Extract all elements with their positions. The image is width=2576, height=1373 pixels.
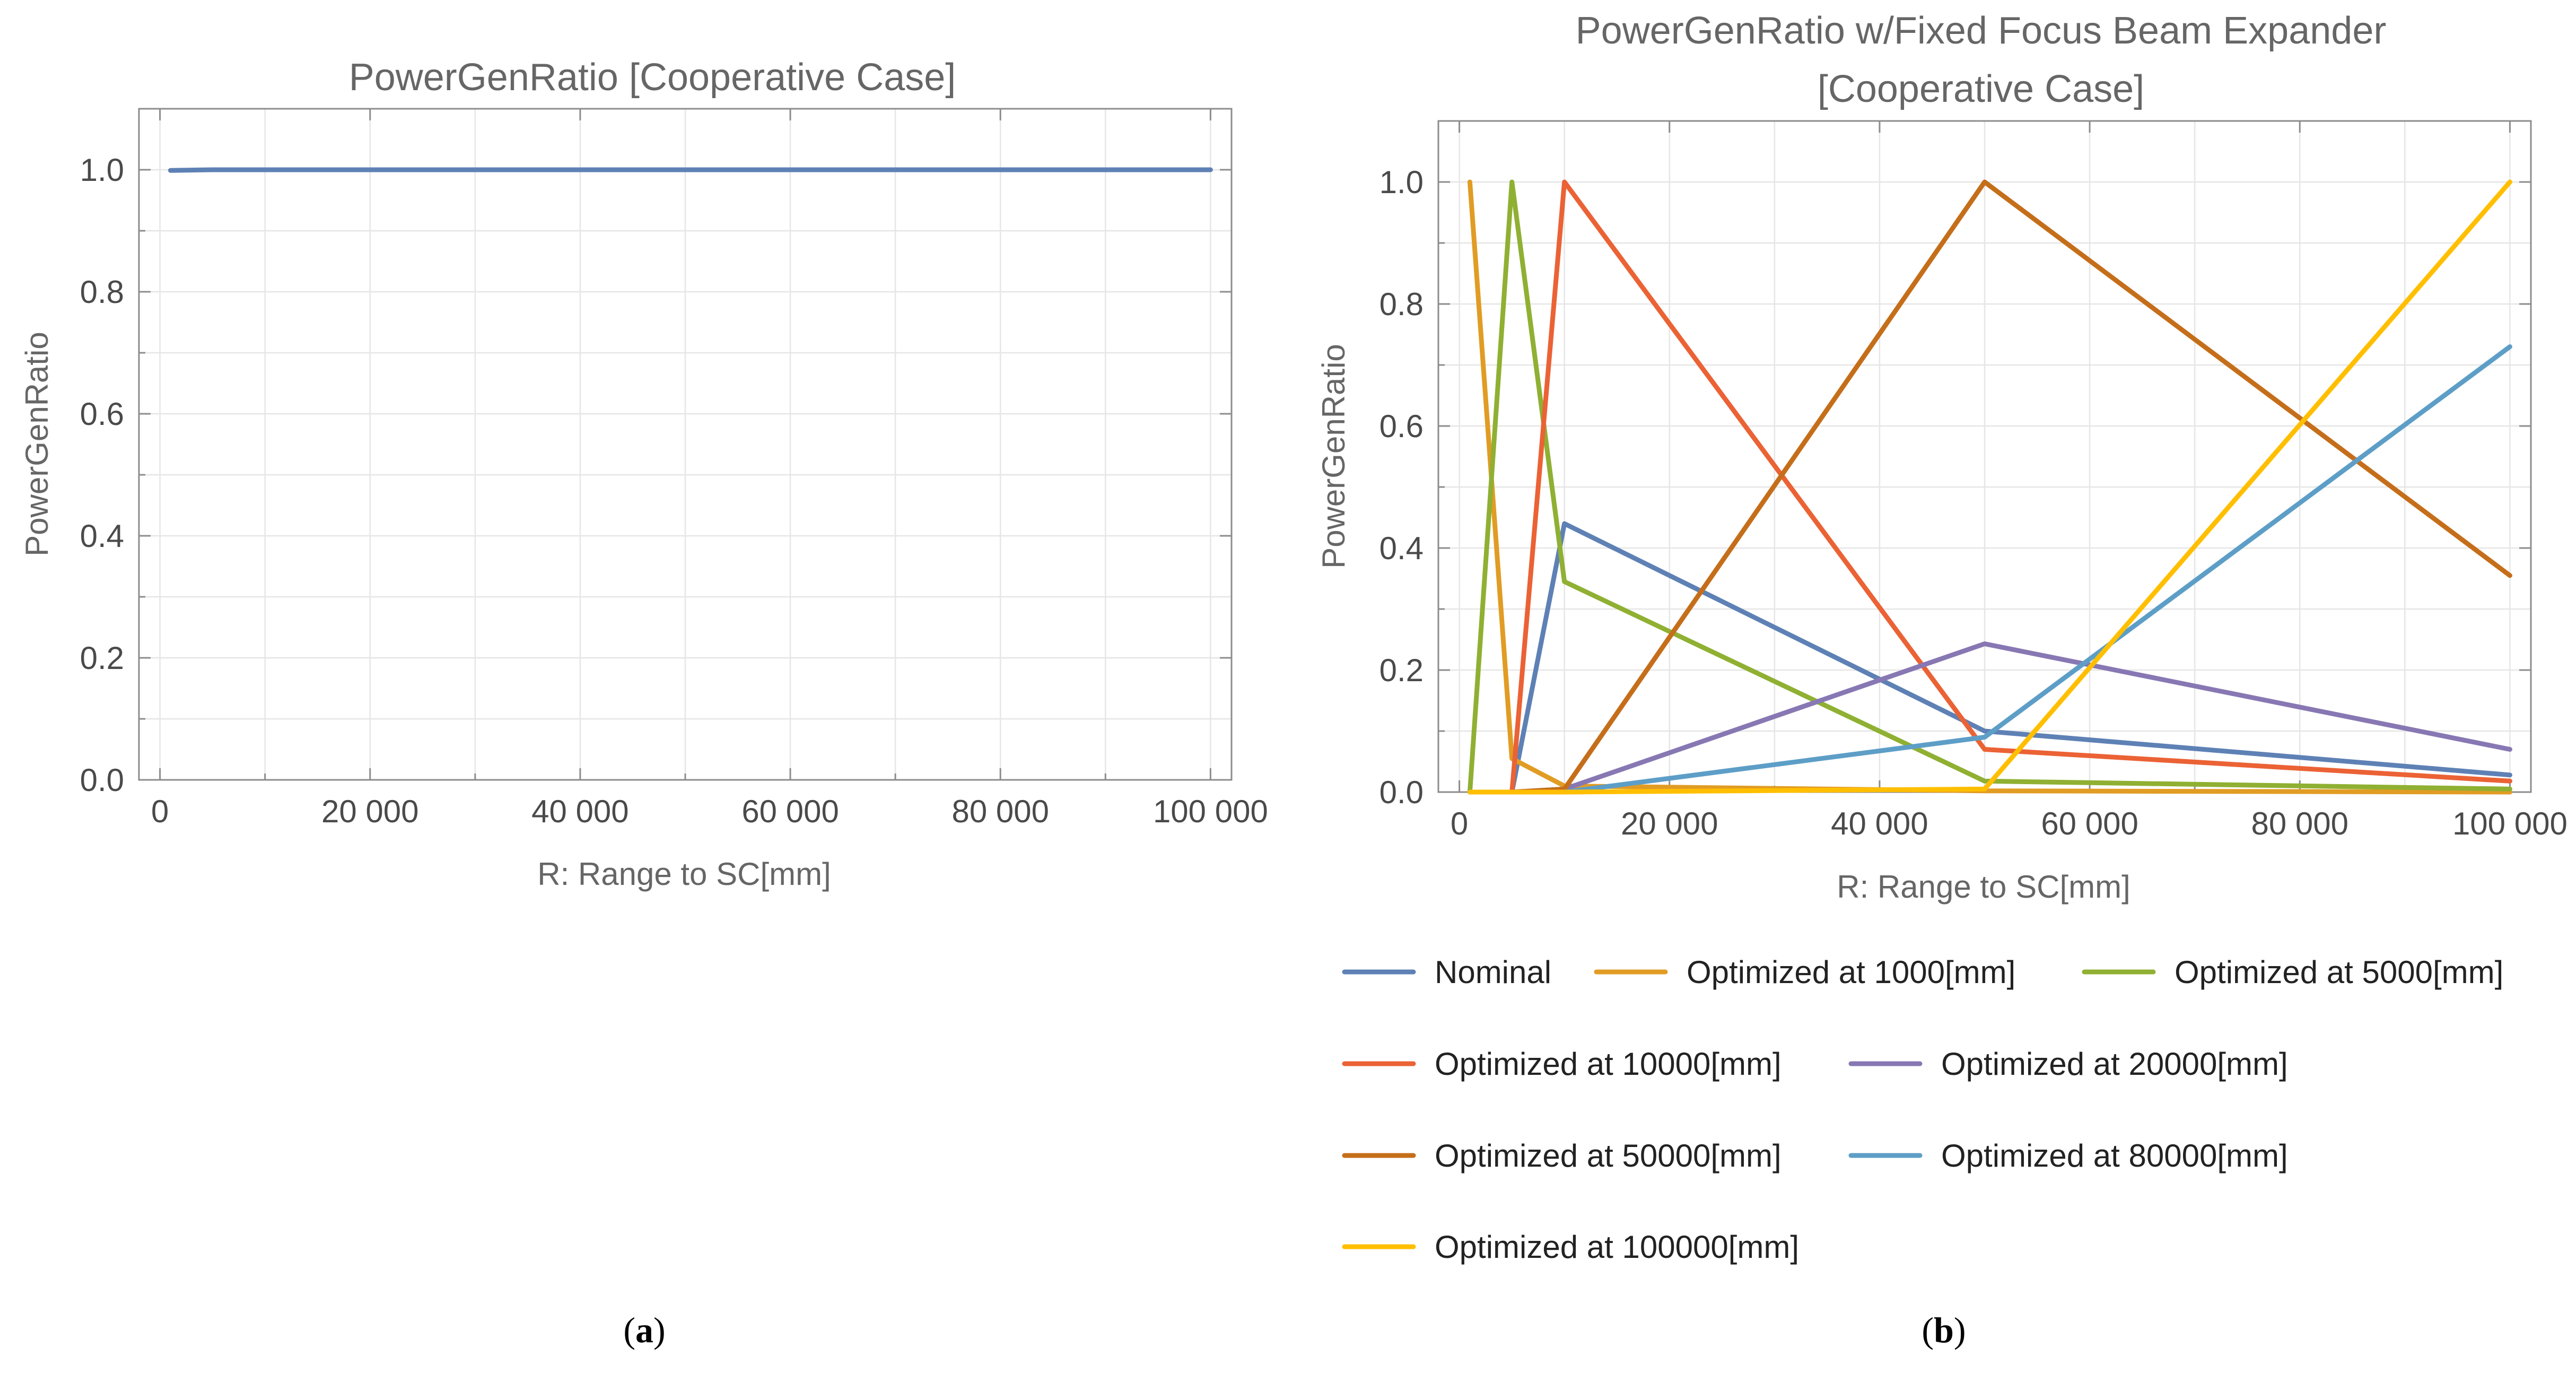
y-tick-label: 0.4 xyxy=(80,518,124,554)
x-tick-label: 80 000 xyxy=(951,794,1049,829)
legend: Nominal Optimized at 1000[mm] Optimized at… xyxy=(1342,954,2503,1265)
panel-label-b: (b) xyxy=(1922,1310,1966,1350)
x-tick-label: 0 xyxy=(1451,806,1468,841)
y-tick-label: 0.6 xyxy=(1379,409,1424,444)
series-group xyxy=(1467,179,2512,795)
y-tick-label: 0.2 xyxy=(1379,653,1424,688)
legend-label: Nominal xyxy=(1435,954,1551,990)
x-tick-label: 100 000 xyxy=(1153,794,1268,829)
x-axis-label: R: Range to SC[mm] xyxy=(537,856,831,892)
y-tick-labels: 0.0 0.2 0.4 0.6 0.8 1.0 xyxy=(80,152,124,798)
legend-label: Optimized at 80000[mm] xyxy=(1941,1138,2288,1174)
y-tick-labels: 0.0 0.2 0.4 0.6 0.8 1.0 xyxy=(1379,164,1424,810)
x-tick-label: 60 000 xyxy=(2041,806,2138,841)
x-tick-label: 40 000 xyxy=(531,794,629,829)
x-tick-label: 60 000 xyxy=(741,794,839,829)
panel-label-a: (a) xyxy=(623,1310,665,1350)
x-tick-labels: 0 20 000 40 000 60 000 80 000 100 000 xyxy=(1451,806,2568,841)
legend-label: Optimized at 1000[mm] xyxy=(1687,954,2015,990)
series-line-optimized-at-100000-mm xyxy=(1467,179,2512,795)
chart-title-line-1: PowerGenRatio w/Fixed Focus Beam Expande… xyxy=(1576,10,2387,52)
x-axis-label: R: Range to SC[mm] xyxy=(1837,869,2130,905)
chart-panel-b: PowerGenRatio w/Fixed Focus Beam Expande… xyxy=(1316,10,2568,1350)
y-axis-label: PowerGenRatio xyxy=(1316,344,1351,569)
x-tick-label: 0 xyxy=(151,794,169,829)
y-tick-label: 0.0 xyxy=(80,762,124,798)
axis-ticks xyxy=(139,109,1232,781)
y-tick-label: 0.2 xyxy=(80,640,124,676)
chart-title: PowerGenRatio [Cooperative Case] xyxy=(349,56,956,99)
x-tick-label: 20 000 xyxy=(321,794,419,829)
legend-label: Optimized at 10000[mm] xyxy=(1435,1046,1782,1082)
legend-label: Optimized at 50000[mm] xyxy=(1435,1138,1782,1174)
y-tick-label: 1.0 xyxy=(80,152,124,188)
y-tick-label: 0.4 xyxy=(1379,531,1424,566)
x-tick-label: 20 000 xyxy=(1621,806,1718,841)
series-line-optimized-at-5000-mm xyxy=(1467,179,2512,795)
chart-panel-a: PowerGenRatio [Cooperative Case] 0 20 000… xyxy=(19,56,1268,1350)
y-axis-label: PowerGenRatio xyxy=(19,332,55,557)
legend-label: Optimized at 5000[mm] xyxy=(2175,954,2503,990)
y-tick-label: 0.8 xyxy=(1379,286,1424,322)
series-line-optimized-at-80000-mm xyxy=(1467,344,2512,795)
legend-label: Optimized at 100000[mm] xyxy=(1435,1229,1799,1265)
x-tick-label: 100 000 xyxy=(2452,806,2568,841)
x-tick-label: 40 000 xyxy=(1831,806,1928,841)
y-tick-label: 0.8 xyxy=(80,274,124,310)
y-tick-label: 0.0 xyxy=(1379,775,1424,810)
grid xyxy=(139,109,1232,781)
y-tick-label: 0.6 xyxy=(80,396,124,432)
x-tick-labels: 0 20 000 40 000 60 000 80 000 100 000 xyxy=(151,794,1268,829)
grid xyxy=(1438,121,2531,793)
legend-label: Optimized at 20000[mm] xyxy=(1941,1046,2288,1082)
y-tick-label: 1.0 xyxy=(1379,164,1424,200)
chart-title-line-2: [Cooperative Case] xyxy=(1818,68,2144,110)
x-tick-label: 80 000 xyxy=(2251,806,2348,841)
